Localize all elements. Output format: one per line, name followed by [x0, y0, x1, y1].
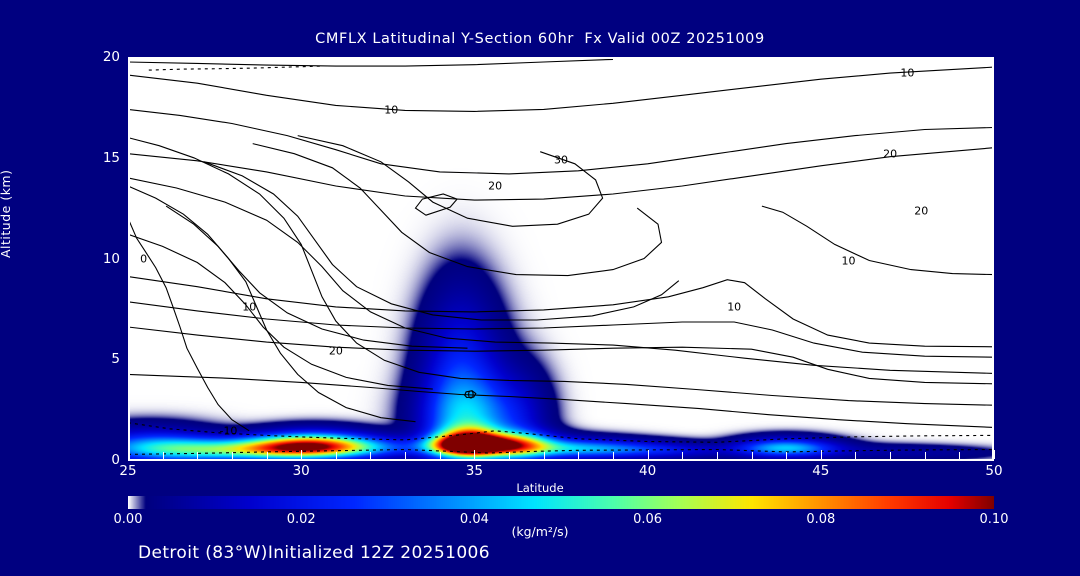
x-tick [439, 452, 441, 459]
x-tick [509, 452, 511, 459]
contour-line-negative [148, 65, 323, 71]
x-tick-label: 35 [465, 463, 483, 479]
colorbar-tick-label: 0.10 [979, 512, 1009, 527]
x-tick [405, 452, 407, 459]
y-tick [130, 359, 137, 361]
x-tick [786, 452, 788, 459]
contour-line [252, 143, 663, 277]
x-tick-label: 25 [119, 463, 137, 479]
contour-overlay [128, 58, 994, 455]
x-tick-label: 40 [639, 463, 657, 479]
x-tick [682, 452, 684, 459]
colorbar-tick-label: 0.04 [459, 512, 489, 527]
x-tick [474, 450, 476, 459]
contour-line [128, 276, 994, 348]
colorbar [128, 496, 994, 509]
x-tick [128, 450, 129, 459]
x-tick [370, 452, 372, 459]
x-tick [994, 450, 995, 459]
x-tick-label: 50 [985, 463, 1003, 479]
x-tick [890, 452, 892, 459]
x-tick [820, 450, 822, 459]
colorbar-gradient [128, 496, 994, 509]
footer-caption: Detroit (83°W)Initialized 12Z 20251006 [138, 543, 490, 563]
y-tick-label: 10 [102, 250, 120, 267]
contour-line [128, 233, 433, 390]
contour-line-negative [128, 422, 994, 443]
x-tick [301, 450, 303, 459]
contour-line [414, 193, 459, 216]
axis-left [128, 57, 130, 461]
contour-line [128, 185, 416, 423]
axis-bottom [128, 459, 994, 461]
x-tick [335, 452, 337, 459]
x-tick [612, 452, 614, 459]
shaded-field-canvas [128, 57, 994, 460]
contour-line [128, 147, 994, 201]
x-axis-title: Latitude [516, 481, 564, 495]
contour-line [128, 217, 250, 432]
y-tick-label: 20 [102, 49, 120, 65]
colorbar-tick-label: 0.08 [806, 512, 836, 527]
x-tick [578, 452, 580, 459]
x-tick [197, 452, 199, 459]
y-tick [130, 258, 137, 260]
x-tick [266, 452, 268, 459]
contour-line [761, 205, 994, 276]
x-tick-label: 45 [812, 463, 830, 479]
x-tick [716, 452, 718, 459]
x-tick [647, 450, 649, 459]
contour-line [128, 108, 994, 175]
y-tick-label: 5 [111, 351, 120, 368]
x-tick [924, 452, 926, 459]
x-tick-label: 30 [292, 463, 310, 479]
axis-top [128, 57, 994, 59]
colorbar-unit: (kg/m²/s) [511, 524, 569, 539]
y-axis-title: Altitude (km) [0, 169, 13, 259]
contour-line [204, 161, 680, 321]
contour-line [128, 373, 994, 428]
x-tick [751, 452, 753, 459]
page-title: CMFLX Latitudinal Y-Section 60hr Fx Vali… [315, 31, 765, 47]
contour-line [128, 326, 994, 385]
x-tick [855, 452, 857, 459]
contour-line-negative [128, 448, 994, 455]
contour-line [165, 205, 468, 349]
y-tick [130, 157, 137, 159]
axis-right [992, 57, 994, 461]
contour-line [128, 66, 994, 112]
x-tick [231, 452, 233, 459]
x-tick [959, 452, 961, 459]
y-tick [130, 460, 137, 461]
x-tick [543, 452, 545, 459]
contour-line [464, 390, 477, 399]
x-tick [162, 452, 164, 459]
contour-line [128, 301, 994, 358]
contour-line [128, 58, 614, 67]
y-tick-label: 15 [102, 149, 120, 166]
y-tick [130, 57, 137, 58]
colorbar-tick-label: 0.06 [633, 512, 663, 527]
plot-area [128, 57, 994, 460]
colorbar-tick-label: 0.02 [286, 512, 316, 527]
contour-line [297, 135, 604, 227]
contour-line [128, 177, 994, 374]
y-tick-label: 0 [111, 452, 120, 468]
colorbar-tick-label: 0.00 [113, 512, 143, 527]
contour-line [128, 137, 994, 406]
